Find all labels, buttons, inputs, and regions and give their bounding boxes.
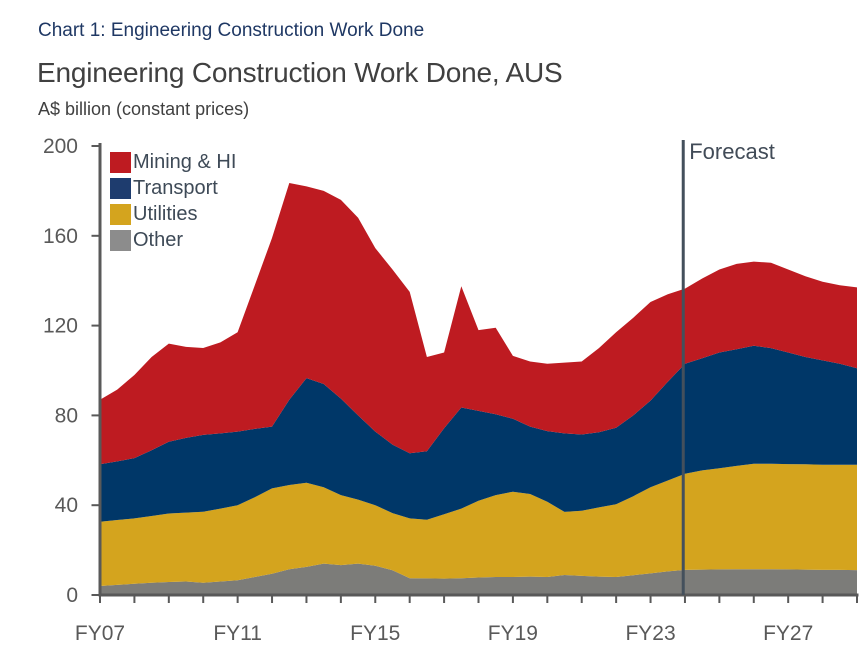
x-tick-label: FY07 — [75, 622, 125, 645]
legend-swatch-mining-hi — [110, 151, 131, 173]
area-utilities — [100, 463, 857, 586]
chart-title: Engineering Construction Work Done, AUS — [37, 57, 563, 88]
chart-canvas: 0 40 80 120 160 200 FY07 FY11 FY15 FY19 FY23 FY27 Fo… — [43, 135, 859, 645]
x-tick-label: FY27 — [763, 622, 813, 645]
y-tick-label: 80 — [55, 404, 78, 427]
legend-swatch-utilities — [110, 203, 131, 225]
legend-item-other: Other — [110, 227, 236, 253]
legend-item-utilities: Utilities — [110, 201, 236, 227]
y-tick-label: 120 — [43, 315, 78, 338]
chart-caption: Chart 1: Engineering Construction Work D… — [38, 20, 425, 41]
x-tick-label: FY23 — [625, 622, 675, 645]
y-tick-label: 40 — [55, 494, 78, 517]
chart-legend: Mining & HI Transport Utilities Other — [110, 149, 236, 253]
legend-label-transport: Transport — [133, 176, 218, 199]
area-other — [100, 563, 857, 595]
x-tick-label: FY19 — [488, 622, 538, 645]
legend-label-other: Other — [133, 228, 184, 251]
area-mining-hi — [100, 183, 857, 465]
forecast-label: Forecast — [689, 139, 775, 164]
legend-swatch-other — [110, 229, 131, 251]
legend-label-utilities: Utilities — [133, 202, 198, 225]
legend-item-transport: Transport — [110, 175, 236, 201]
y-tick-label: 200 — [43, 135, 78, 158]
legend-label-mining-hi: Mining & HI — [133, 150, 237, 173]
y-tick-label: 160 — [43, 225, 78, 248]
x-tick-label: FY15 — [350, 622, 400, 645]
area-transport — [100, 345, 857, 522]
chart-units-label: A$ billion (constant prices) — [38, 99, 250, 119]
x-tick-label: FY11 — [213, 622, 262, 645]
y-tick-label: 0 — [66, 584, 78, 607]
legend-swatch-transport — [110, 177, 131, 199]
legend-item-mining-hi: Mining & HI — [110, 149, 236, 175]
